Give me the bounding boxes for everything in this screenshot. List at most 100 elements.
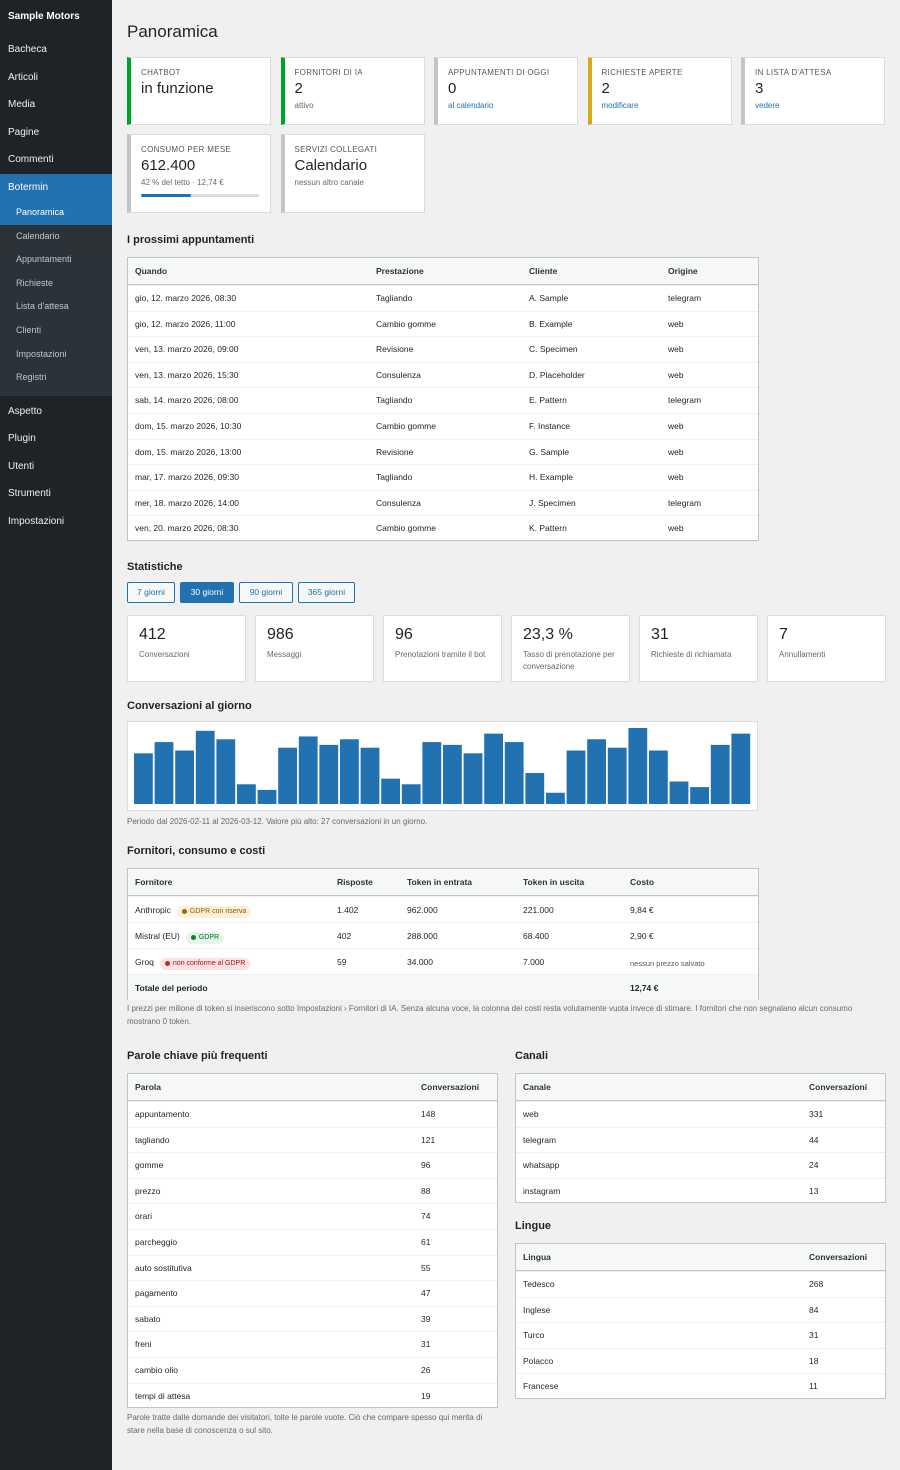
stat-value: 986 xyxy=(267,626,294,643)
providers-table: Fornitore Risposte Token in entrata Token i… xyxy=(127,868,759,1000)
menu-item[interactable]: Strumenti xyxy=(8,488,51,500)
card-label: RICHIESTE APERTE xyxy=(601,68,683,77)
column-header: Quando xyxy=(135,266,168,276)
menu-item[interactable]: Utenti xyxy=(8,460,35,472)
submenu-item[interactable]: Panoramica xyxy=(0,201,112,225)
menu-item[interactable]: Articoli xyxy=(8,71,39,83)
menu-item[interactable]: Pagine xyxy=(8,126,40,138)
table-cell: 11 xyxy=(809,1381,818,1392)
submenu-bg xyxy=(0,201,112,396)
card-link[interactable]: vedere xyxy=(755,101,780,110)
menu-item[interactable]: Commenti xyxy=(8,154,54,165)
table-row: Polacco 18 xyxy=(516,1347,885,1374)
table-cell: Revisione xyxy=(376,446,414,457)
table-row: Anthropic GDPR con riserva 1.402 962.000 221… xyxy=(128,896,758,922)
bar xyxy=(360,747,380,804)
site-name[interactable]: Sample Motors xyxy=(8,11,80,22)
bar xyxy=(649,750,668,804)
table-cell: Cambio gomme xyxy=(376,523,436,534)
section-title: Fornitori, consumo e costi xyxy=(127,845,266,857)
table-cell: H. Example xyxy=(529,472,573,483)
submenu-item[interactable]: Registri xyxy=(16,372,47,383)
table-row: pagamento 47 xyxy=(128,1280,497,1306)
badge-text: GDPR con riserva xyxy=(189,908,247,915)
table-cell: dom, 15. marzo 2026, 10:30 xyxy=(135,421,242,431)
submenu-item[interactable]: Impostazioni xyxy=(16,348,67,359)
bar xyxy=(566,750,586,804)
gdpr-badge: GDPR con riserva xyxy=(176,906,252,918)
period-tab[interactable]: 90 giorni xyxy=(239,582,293,603)
submenu-item[interactable]: Richieste xyxy=(16,277,54,288)
period-tab[interactable]: 7 giorni xyxy=(127,582,175,603)
table-row: ven, 13. marzo 2026, 15:30 Consulenza D. P… xyxy=(128,361,758,388)
table-row: tagliando 121 xyxy=(128,1126,497,1153)
channels-table: Canale Conversazioni web 331 telegram 44 whats… xyxy=(515,1073,886,1204)
menu-item[interactable]: Botermin xyxy=(0,173,112,201)
submenu-item[interactable]: Appuntamenti xyxy=(16,254,72,265)
table-row: instagram 13 xyxy=(516,1177,885,1204)
table-row: parcheggio 61 xyxy=(128,1229,497,1255)
table-cell: 288.000 xyxy=(407,931,438,941)
section-title: Canali xyxy=(515,1050,549,1062)
stat-label: Richieste di richiamata xyxy=(651,650,732,659)
badge-text: GDPR xyxy=(198,934,220,941)
table-cell: web xyxy=(668,472,684,483)
table-cell: J. Specimen xyxy=(529,497,576,508)
table-cell: 24 xyxy=(809,1160,819,1171)
submenu-item[interactable]: Lista d'attesa xyxy=(16,301,69,312)
bar xyxy=(154,742,174,804)
submenu-item[interactable]: Clienti xyxy=(16,325,42,335)
table-cell: 13 xyxy=(809,1185,819,1196)
table-cell: Consulenza xyxy=(376,497,421,508)
progress-track xyxy=(141,194,259,197)
bar xyxy=(257,789,277,804)
table-cell: web xyxy=(668,446,684,457)
table-row: auto sostitutiva 55 xyxy=(128,1254,497,1281)
table-row: prezzo 88 xyxy=(128,1177,497,1204)
table-cell: C. Specimen xyxy=(529,344,578,355)
period-tab[interactable]: 30 giorni xyxy=(180,582,234,603)
bar xyxy=(298,736,318,804)
providers-note: I prezzi per milione di token si inseris… xyxy=(127,1004,853,1026)
table-cell: 1.402 xyxy=(337,905,359,915)
table-header: Canale Conversazioni xyxy=(516,1074,885,1101)
card-link[interactable]: modificare xyxy=(601,101,639,110)
bar xyxy=(216,739,236,804)
table-cell: Cambio gomme xyxy=(376,421,436,431)
table-cell: web xyxy=(668,421,684,431)
menu-item[interactable]: Impostazioni xyxy=(8,515,65,527)
bar xyxy=(195,730,215,804)
table-cell: telegram xyxy=(668,497,702,508)
stat-label: Conversazioni xyxy=(139,650,190,659)
table-cell: dom, 15. marzo 2026, 13:00 xyxy=(135,446,242,457)
table-cell: 18 xyxy=(809,1355,819,1366)
bar xyxy=(401,784,421,804)
keywords-note: Parole tratte dalle domande dei visitato… xyxy=(127,1413,483,1435)
table-row: Turco 31 xyxy=(516,1322,885,1348)
bar xyxy=(422,742,442,804)
table-row: Inglese 84 xyxy=(516,1296,885,1323)
menu-item[interactable]: Plugin xyxy=(8,433,36,445)
table-row: tempi di attesa 19 xyxy=(128,1382,497,1409)
stat-value: 96 xyxy=(395,626,413,643)
table-cell: F. Instance xyxy=(529,421,571,431)
table-row: sab, 14. marzo 2026, 08:00 Tagliando E. Pa… xyxy=(128,387,758,413)
table-cell: Polacco xyxy=(523,1355,554,1366)
card-link[interactable]: al calendario xyxy=(448,101,494,110)
table-row: mer, 18. marzo 2026, 14:00 Consulenza J. S… xyxy=(128,489,758,516)
table-row: whatsapp 24 xyxy=(516,1152,885,1178)
card-label: CHATBOT xyxy=(141,68,181,77)
period-tab[interactable]: 365 giorni xyxy=(298,582,355,603)
table-cell: 26 xyxy=(421,1365,431,1375)
bar xyxy=(443,744,462,804)
card-value: 612.400 xyxy=(141,157,196,174)
total-cost: 12,74 € xyxy=(630,983,659,993)
menu-item[interactable]: Bacheca xyxy=(8,44,47,55)
table-cell: Tedesco xyxy=(523,1279,555,1289)
submenu-item[interactable]: Calendario xyxy=(16,230,60,241)
table-header: Lingua Conversazioni xyxy=(516,1244,885,1271)
table-cell: gomme xyxy=(135,1160,164,1171)
menu-item[interactable]: Media xyxy=(8,99,36,110)
menu-item[interactable]: Aspetto xyxy=(8,405,42,417)
